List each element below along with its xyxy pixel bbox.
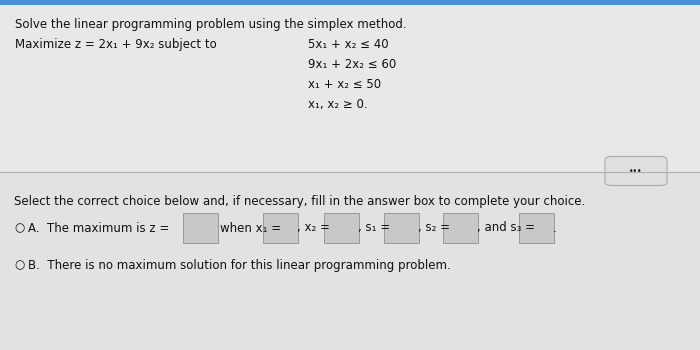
Text: Select the correct choice below and, if necessary, fill in the answer box to com: Select the correct choice below and, if …	[14, 195, 585, 208]
Text: Maximize z = 2x₁ + 9x₂ subject to: Maximize z = 2x₁ + 9x₂ subject to	[15, 38, 217, 51]
Text: , s₂ =: , s₂ =	[418, 222, 450, 235]
FancyBboxPatch shape	[324, 213, 359, 243]
Text: •••: •••	[629, 167, 643, 175]
Text: B.  There is no maximum solution for this linear programming problem.: B. There is no maximum solution for this…	[28, 259, 451, 272]
FancyBboxPatch shape	[262, 213, 298, 243]
Bar	[0, 0, 700, 5]
Text: , and s₃ =: , and s₃ =	[477, 222, 536, 235]
Text: .: .	[553, 222, 556, 235]
Bar	[0, 172, 700, 350]
Text: 5x₁ + x₂ ≤ 40: 5x₁ + x₂ ≤ 40	[308, 38, 388, 51]
FancyBboxPatch shape	[443, 213, 478, 243]
Text: , x₂ =: , x₂ =	[297, 222, 330, 235]
Text: when x₁ =: when x₁ =	[220, 222, 281, 235]
Text: Solve the linear programming problem using the simplex method.: Solve the linear programming problem usi…	[15, 18, 407, 31]
Text: x₁ + x₂ ≤ 50: x₁ + x₂ ≤ 50	[308, 78, 381, 91]
FancyBboxPatch shape	[183, 213, 218, 243]
FancyBboxPatch shape	[519, 213, 554, 243]
Text: ○: ○	[14, 259, 24, 272]
Text: A.  The maximum is z =: A. The maximum is z =	[28, 222, 169, 235]
Text: 9x₁ + 2x₂ ≤ 60: 9x₁ + 2x₂ ≤ 60	[308, 58, 396, 71]
Text: x₁, x₂ ≥ 0.: x₁, x₂ ≥ 0.	[308, 98, 368, 111]
Text: ○: ○	[14, 222, 24, 235]
Text: , s₁ =: , s₁ =	[358, 222, 391, 235]
Bar	[0, 0, 700, 172]
FancyBboxPatch shape	[605, 156, 667, 186]
FancyBboxPatch shape	[384, 213, 419, 243]
